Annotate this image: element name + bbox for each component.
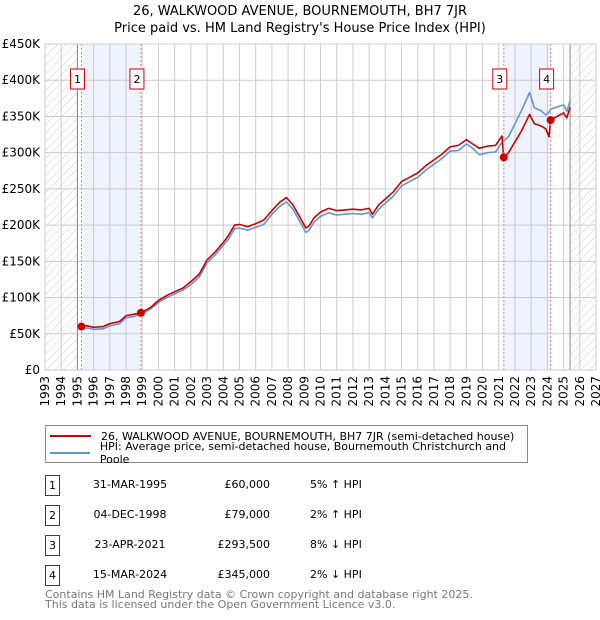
legend: 26, WALKWOOD AVENUE, BOURNEMOUTH, BH7 7J… <box>45 425 528 466</box>
legend-item-property: 26, WALKWOOD AVENUE, BOURNEMOUTH, BH7 7J… <box>50 428 514 444</box>
x-tick-label: 2008 <box>281 376 295 407</box>
y-tick-label: £200K <box>2 218 42 232</box>
y-tick-label: £250K <box>2 182 42 196</box>
y-tick-label: £300K <box>2 146 42 160</box>
x-tick-label: 2014 <box>378 376 392 407</box>
table-row: 1 31-MAR-1995 £60,000 5% ↑ HPI <box>45 475 445 496</box>
sale-number: 1 <box>45 475 60 496</box>
x-tick-label: 1993 <box>38 376 52 407</box>
sale-price: £293,500 <box>217 538 271 551</box>
x-tick-label: 2000 <box>151 376 165 407</box>
x-tick-label: 2009 <box>297 376 311 407</box>
x-tick-label: 2017 <box>427 376 441 407</box>
x-tick-label: 2022 <box>508 376 522 407</box>
x-tick-label: 2005 <box>232 376 246 407</box>
sale-marker-label: 1 <box>74 73 81 86</box>
x-tick-label: 2025 <box>557 376 571 407</box>
y-tick-label: £350K <box>2 109 42 123</box>
footer-licence: This data is licensed under the Open Gov… <box>45 598 396 611</box>
y-tick-label: £150K <box>2 254 42 268</box>
hatched-region-after <box>570 44 596 370</box>
legend-swatch-red <box>50 435 91 437</box>
sale-price: £345,000 <box>217 568 271 581</box>
table-row: 2 04-DEC-1998 £79,000 2% ↑ HPI <box>45 505 445 526</box>
sale-marker-label: 3 <box>496 73 503 86</box>
sale-marker-label: 4 <box>543 73 550 86</box>
ownership-shade <box>81 44 141 370</box>
legend-label: HPI: Average price, semi-detached house,… <box>99 440 507 466</box>
x-tick-label: 2020 <box>476 376 490 407</box>
x-tick-label: 1994 <box>54 376 68 407</box>
y-tick-label: £100K <box>2 291 42 305</box>
x-tick-label: 2012 <box>346 376 360 407</box>
sale-point <box>77 322 86 331</box>
x-tick-label: 1997 <box>103 376 117 407</box>
x-tick-label: 2019 <box>459 376 473 407</box>
y-tick-label: £0 <box>25 363 40 377</box>
sale-number: 4 <box>45 565 60 586</box>
sale-date: 15-MAR-2024 <box>92 568 168 581</box>
x-tick-label: 1995 <box>70 376 84 407</box>
legend-swatch-blue <box>50 452 90 454</box>
x-tick-label: 2007 <box>265 376 279 407</box>
x-tick-label: 1998 <box>119 376 133 407</box>
x-tick-label: 2027 <box>589 376 600 407</box>
sale-marker-box <box>492 68 508 90</box>
x-tick-label: 1999 <box>135 376 149 407</box>
x-tick-label: 2006 <box>249 376 263 407</box>
x-tick-label: 1996 <box>87 376 101 407</box>
ownership-shade <box>503 44 551 370</box>
sale-hpi-diff: 8% ↓ HPI <box>310 538 362 551</box>
footer: Contains HM Land Registry data © Crown c… <box>45 588 473 611</box>
x-tick-label: 2024 <box>540 376 554 407</box>
plot-border <box>44 43 597 371</box>
y-tick-label: £450K <box>2 37 42 51</box>
chart-subtitle: Price paid vs. HM Land Registry's House … <box>114 21 486 36</box>
x-tick-label: 2002 <box>184 376 198 407</box>
sale-date: 31-MAR-1995 <box>92 478 168 491</box>
sale-point <box>546 116 555 125</box>
sale-hpi-diff: 2% ↑ HPI <box>310 508 362 521</box>
y-tick-label: £50K <box>9 327 41 341</box>
sale-marker-box <box>129 68 145 90</box>
property-series-line <box>81 106 571 329</box>
x-tick-label: 2015 <box>395 376 409 407</box>
legend-item-hpi: HPI: Average price, semi-detached house,… <box>50 440 527 466</box>
x-tick-label: 2003 <box>200 376 214 407</box>
x-tick-label: 2010 <box>314 376 328 407</box>
sale-point <box>499 153 508 162</box>
sale-marker-box <box>69 68 85 90</box>
sale-number: 2 <box>45 505 60 526</box>
sale-marker-label: 2 <box>133 73 140 86</box>
table-row: 3 23-APR-2021 £293,500 8% ↓ HPI <box>45 535 445 556</box>
x-tick-label: 2001 <box>168 376 182 407</box>
x-tick-label: 2018 <box>443 376 457 407</box>
footer-copyright: Contains HM Land Registry data © Crown c… <box>45 588 473 601</box>
sale-hpi-diff: 5% ↑ HPI <box>310 478 362 491</box>
x-tick-label: 2023 <box>524 376 538 407</box>
sale-point <box>136 308 145 317</box>
legend-label: 26, WALKWOOD AVENUE, BOURNEMOUTH, BH7 7J… <box>101 429 515 443</box>
x-tick-label: 2004 <box>216 376 230 407</box>
x-tick-label: 2026 <box>573 376 587 407</box>
sale-date: 04-DEC-1998 <box>93 508 167 521</box>
chart-title: 26, WALKWOOD AVENUE, BOURNEMOUTH, BH7 7J… <box>132 4 468 19</box>
x-tick-label: 2011 <box>330 376 344 407</box>
sale-price: £60,000 <box>224 478 271 491</box>
table-row: 4 15-MAR-2024 £345,000 2% ↓ HPI <box>45 565 445 586</box>
sale-hpi-diff: 2% ↓ HPI <box>310 568 362 581</box>
sale-number: 3 <box>45 535 60 556</box>
y-tick-label: £400K <box>2 73 42 87</box>
x-tick-label: 2013 <box>362 376 376 407</box>
sale-marker-box <box>539 68 555 90</box>
sale-date: 23-APR-2021 <box>94 538 166 551</box>
x-tick-label: 2016 <box>411 376 425 407</box>
x-tick-label: 2021 <box>492 376 506 407</box>
price-chart: 1 2 3 4 1993 1994 1995 1996 1997 1998 1999 2000 2001… <box>2 37 600 407</box>
hpi-series-line <box>81 91 571 331</box>
sale-price: £79,000 <box>224 508 271 521</box>
